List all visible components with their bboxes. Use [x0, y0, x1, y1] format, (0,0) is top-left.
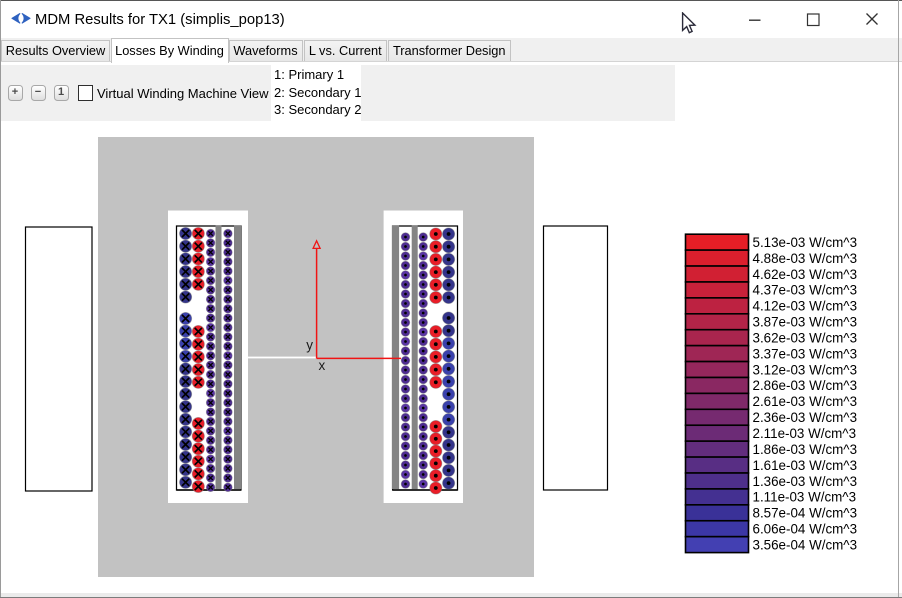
svg-text:3.37e-03 W/cm^3: 3.37e-03 W/cm^3: [753, 346, 858, 361]
svg-text:3.56e-04 W/cm^3: 3.56e-04 W/cm^3: [753, 537, 858, 552]
svg-text:1.61e-03 W/cm^3: 1.61e-03 W/cm^3: [753, 458, 858, 473]
svg-text:1.11e-03 W/cm^3: 1.11e-03 W/cm^3: [753, 490, 857, 505]
svg-text:1.36e-03 W/cm^3: 1.36e-03 W/cm^3: [753, 474, 858, 489]
svg-text:1.86e-03 W/cm^3: 1.86e-03 W/cm^3: [753, 442, 858, 457]
svg-text:3.12e-03 W/cm^3: 3.12e-03 W/cm^3: [753, 362, 858, 377]
svg-text:2.61e-03 W/cm^3: 2.61e-03 W/cm^3: [753, 394, 858, 409]
svg-text:3.62e-03 W/cm^3: 3.62e-03 W/cm^3: [753, 330, 858, 345]
svg-text:x: x: [319, 358, 326, 373]
svg-text:3.87e-03 W/cm^3: 3.87e-03 W/cm^3: [753, 315, 858, 330]
svg-text:8.57e-04 W/cm^3: 8.57e-04 W/cm^3: [753, 506, 858, 521]
svg-text:4.88e-03 W/cm^3: 4.88e-03 W/cm^3: [753, 251, 858, 266]
svg-text:y: y: [306, 338, 313, 353]
svg-text:2.86e-03 W/cm^3: 2.86e-03 W/cm^3: [753, 378, 858, 393]
svg-text:5.13e-03 W/cm^3: 5.13e-03 W/cm^3: [753, 235, 858, 250]
svg-text:4.12e-03 W/cm^3: 4.12e-03 W/cm^3: [753, 299, 858, 314]
svg-text:6.06e-04 W/cm^3: 6.06e-04 W/cm^3: [753, 522, 858, 537]
svg-text:4.37e-03 W/cm^3: 4.37e-03 W/cm^3: [753, 283, 858, 298]
svg-text:2.36e-03 W/cm^3: 2.36e-03 W/cm^3: [753, 410, 858, 425]
svg-text:2.11e-03 W/cm^3: 2.11e-03 W/cm^3: [753, 426, 857, 441]
svg-text:4.62e-03 W/cm^3: 4.62e-03 W/cm^3: [753, 267, 858, 282]
